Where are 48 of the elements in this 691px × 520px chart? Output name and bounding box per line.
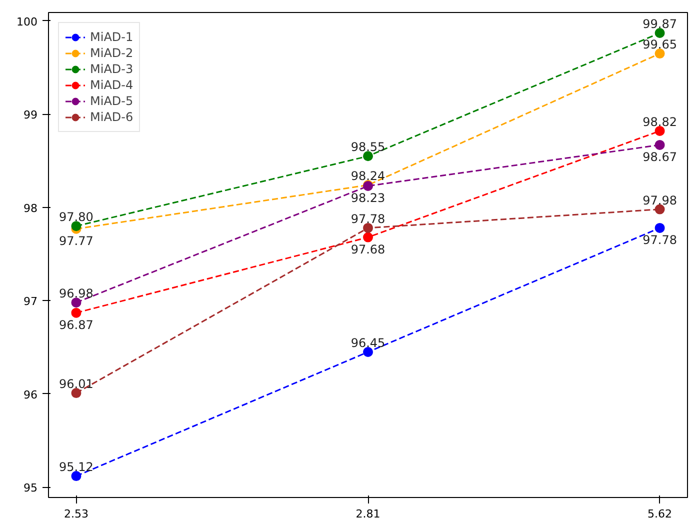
data-label: 96.98: [59, 286, 94, 301]
data-label: 98.55: [350, 140, 386, 154]
point: [654, 222, 665, 233]
data-label: 95.12: [59, 460, 94, 474]
data-label: 97.78: [350, 212, 386, 226]
data-label: 97.68: [350, 242, 386, 256]
legend-label: MiAD-6: [90, 109, 134, 125]
data-label: 98.23: [350, 190, 386, 205]
legend-label: MiAD-3: [90, 61, 134, 77]
y-tick-label: 99: [24, 108, 38, 122]
y-tick-label: 97: [24, 295, 38, 308]
x-tick-label: 2.81: [356, 508, 380, 520]
data-label: 97.77: [59, 234, 94, 248]
x-tick-label: 5.62: [648, 508, 672, 520]
data-label: 99.87: [642, 17, 677, 32]
data-label: 98.82: [642, 114, 677, 129]
x-tick-label: 2.53: [64, 508, 88, 520]
data-label: 96.87: [59, 318, 94, 332]
point: [71, 308, 82, 318]
point: [71, 221, 82, 232]
point: [654, 48, 665, 59]
data-label: 99.65: [642, 38, 677, 52]
point: [363, 232, 373, 242]
data-label: 97.98: [642, 193, 677, 208]
data-label: 96.45: [350, 336, 386, 350]
point: [71, 471, 82, 482]
legend-label: MiAD-2: [90, 45, 134, 61]
legend-label: MiAD-5: [90, 93, 134, 109]
data-label: 97.80: [59, 210, 94, 224]
data-label: 98.67: [642, 150, 677, 164]
point: [654, 140, 665, 150]
point: [71, 388, 82, 398]
y-tick-label: 98: [24, 202, 38, 215]
y-tick-label: 96: [24, 388, 38, 402]
data-label: 98.24: [350, 169, 386, 184]
point: [654, 204, 665, 214]
y-tick-label: 100: [16, 15, 38, 28]
y-tick-label: 95: [24, 482, 38, 495]
legend-label: MiAD-1: [90, 29, 134, 45]
data-label: 96.01: [59, 377, 94, 392]
point: [654, 28, 665, 38]
point: [71, 298, 82, 308]
point: [654, 126, 665, 136]
point: [363, 222, 373, 233]
point: [363, 347, 373, 357]
data-label: 97.78: [642, 232, 677, 247]
legend-label: MiAD-4: [90, 77, 134, 93]
point: [363, 151, 373, 162]
